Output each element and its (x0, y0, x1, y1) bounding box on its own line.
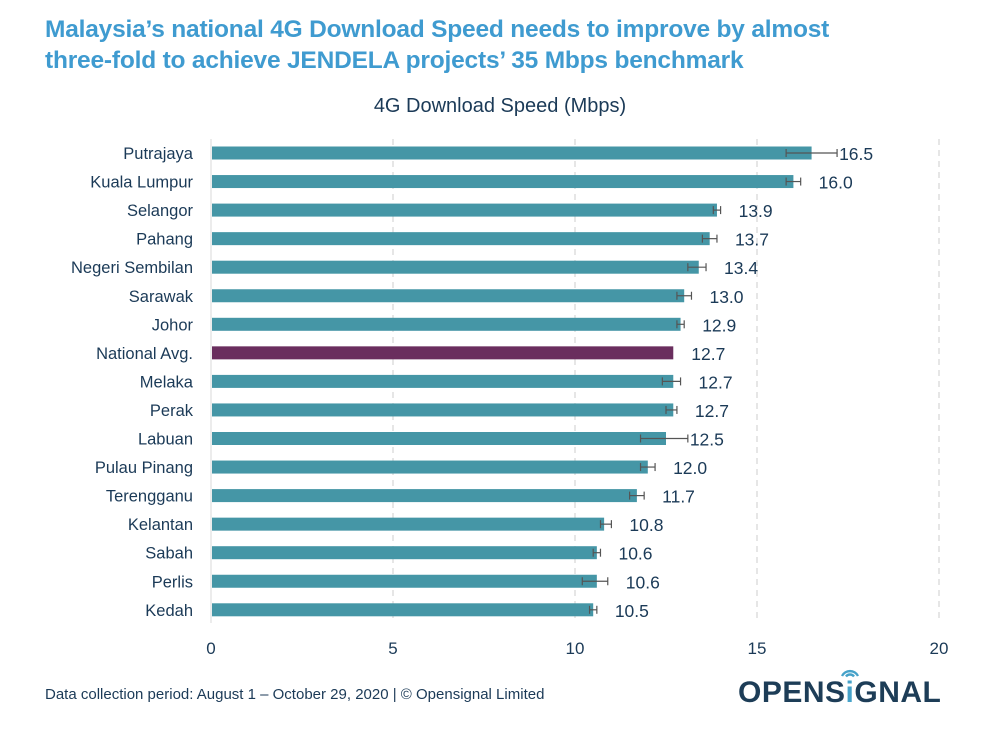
data-label: 12.0 (673, 458, 707, 478)
bar (212, 232, 710, 246)
bar (212, 175, 794, 189)
data-label: 13.0 (709, 287, 743, 307)
footer-note: Data collection period: August 1 – Octob… (45, 686, 545, 703)
data-label: 16.0 (819, 173, 853, 193)
category-label: Selangor (127, 202, 194, 220)
data-label: 10.6 (618, 544, 652, 564)
category-label: Perlis (152, 573, 193, 591)
bar (212, 574, 597, 588)
category-label: Terengganu (106, 488, 193, 506)
data-label: 10.5 (615, 601, 649, 621)
chart-headline: Malaysia’s national 4G Download Speed ne… (45, 14, 965, 76)
data-label: 16.5 (839, 144, 873, 164)
bar (212, 489, 637, 503)
x-tick-label: 0 (206, 639, 215, 658)
bar (212, 317, 681, 331)
bar (212, 432, 666, 445)
data-label: 10.8 (629, 515, 663, 535)
logo-text-i: i (845, 676, 855, 709)
logo-text-suffix: GNAL (854, 676, 942, 709)
data-label: 13.7 (735, 230, 769, 250)
category-label: Pahang (136, 231, 193, 249)
bar (212, 460, 648, 474)
data-label: 12.7 (699, 372, 733, 392)
headline-line-2: three-fold to achieve JENDELA projects’ … (45, 47, 744, 74)
category-label: Sarawak (129, 288, 194, 306)
bar (212, 603, 594, 617)
highlight-bar (212, 346, 674, 360)
logo-text-prefix: OPENS (738, 676, 846, 709)
data-label: 12.9 (702, 315, 736, 335)
category-label: Melaka (140, 373, 194, 391)
x-tick-label: 5 (388, 639, 397, 658)
data-label: 13.4 (724, 258, 758, 278)
category-label: Labuan (138, 431, 193, 449)
data-label: 11.7 (662, 487, 695, 507)
opensignal-logo: OPENS iGNAL (738, 669, 942, 710)
signal-wave-icon (840, 669, 859, 678)
bar (212, 203, 717, 217)
bar (212, 146, 812, 160)
category-label: Pulau Pinang (95, 459, 193, 477)
data-label: 12.7 (695, 401, 729, 421)
x-tick-label: 20 (930, 639, 949, 658)
data-label: 10.6 (626, 572, 660, 592)
category-label: Perak (150, 402, 194, 420)
data-label: 12.7 (691, 344, 725, 364)
category-label: National Avg. (96, 345, 193, 363)
bar (212, 517, 605, 531)
data-label: 13.9 (739, 201, 773, 221)
category-label: Kelantan (128, 516, 193, 534)
bar (212, 374, 674, 388)
bar (212, 260, 699, 274)
bar (212, 546, 597, 560)
category-label: Negeri Sembilan (71, 259, 193, 277)
category-label: Putrajaya (123, 145, 194, 163)
category-label: Sabah (145, 545, 193, 563)
bar (212, 403, 674, 417)
category-label: Kuala Lumpur (90, 174, 193, 192)
x-tick-label: 15 (748, 639, 767, 658)
data-label: 12.5 (690, 430, 724, 450)
headline-line-1: Malaysia’s national 4G Download Speed ne… (45, 16, 830, 43)
category-label: Kedah (145, 602, 193, 620)
bar (212, 289, 685, 303)
chart-title: 4G Download Speed (Mbps) (373, 95, 627, 117)
x-tick-label: 10 (566, 639, 585, 658)
category-label: Johor (152, 316, 194, 334)
